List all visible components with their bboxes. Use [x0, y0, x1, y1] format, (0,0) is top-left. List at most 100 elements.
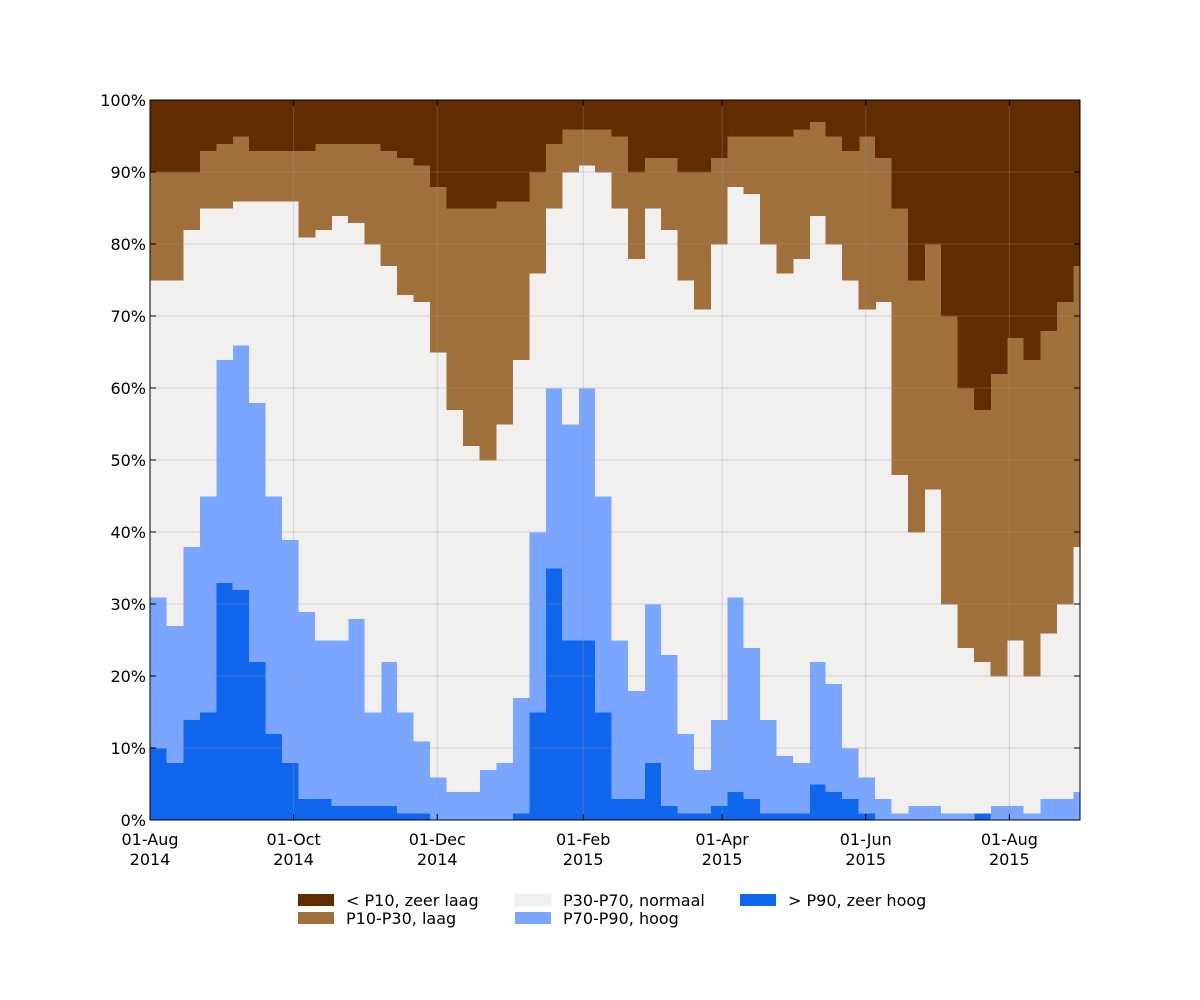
area-segment [215, 582, 234, 821]
area-segment [693, 100, 711, 173]
y-tick-label: 10% [110, 739, 146, 758]
area-segment [281, 762, 299, 821]
area-segment [529, 712, 547, 821]
area-segment [1072, 265, 1080, 547]
area-segment [710, 244, 728, 720]
area-segment [594, 712, 613, 821]
area-segment [347, 143, 365, 223]
area-segment [430, 186, 448, 353]
area-segment [380, 265, 398, 663]
legend-label: > P90, zeer hoog [788, 891, 926, 910]
area-segment [545, 100, 563, 144]
area-segment [809, 784, 827, 821]
area-segment [298, 236, 316, 612]
area-segment [858, 308, 876, 778]
area-segment [710, 805, 728, 821]
area-segment [347, 100, 365, 144]
area-segment [364, 143, 382, 245]
area-segment [331, 215, 349, 641]
area-segment [941, 316, 959, 605]
area-segment [974, 409, 992, 663]
area-segment [298, 150, 316, 238]
area-segment [957, 388, 975, 648]
area-segment [281, 539, 299, 763]
area-segment [611, 640, 629, 799]
legend-swatch [298, 894, 334, 906]
area-segment [166, 280, 184, 627]
area-segment [298, 611, 316, 799]
area-segment [578, 164, 596, 389]
area-segment [743, 647, 761, 799]
area-segment [974, 100, 992, 411]
area-segment [314, 143, 332, 231]
area-segment [1007, 337, 1025, 641]
area-segment [627, 258, 646, 691]
area-segment [1039, 100, 1058, 331]
area-segment [990, 100, 1008, 375]
area-segment [331, 640, 349, 807]
area-segment [397, 712, 415, 814]
area-segment [512, 359, 530, 699]
area-segment [364, 100, 382, 144]
area-segment [594, 128, 613, 173]
area-segment [677, 100, 695, 173]
area-segment [842, 748, 860, 799]
area-segment [891, 208, 909, 475]
area-segment [166, 172, 184, 281]
area-segment [380, 100, 398, 151]
area-segment [1072, 546, 1080, 792]
area-segment [627, 100, 646, 173]
legend-label: P70-P90, hoog [563, 909, 679, 928]
area-segment [759, 136, 777, 245]
x-tick-label: 01-Jun 2015 [840, 830, 892, 869]
area-segment [611, 100, 629, 137]
area-segment [693, 308, 711, 771]
area-segment [1072, 791, 1080, 821]
area-segment [1039, 798, 1058, 821]
area-segment [875, 301, 893, 799]
area-segment [660, 100, 678, 159]
area-segment [397, 100, 415, 159]
area-segment [660, 805, 678, 821]
area-segment [413, 100, 431, 166]
area-segment [562, 172, 580, 425]
area-segment [759, 100, 777, 137]
area-segment [529, 272, 547, 533]
area-segment [265, 150, 283, 202]
area-segment [331, 805, 349, 821]
area-segment [281, 100, 299, 151]
area-segment [875, 798, 893, 821]
area-segment [825, 244, 843, 684]
y-tick-label: 0% [121, 811, 146, 830]
area-segment [397, 812, 415, 821]
area-segment [496, 100, 514, 202]
area-segment [479, 100, 497, 209]
area-segment [1023, 812, 1041, 821]
area-segment [463, 208, 481, 447]
area-segment [957, 812, 975, 821]
area-segment [1056, 100, 1074, 303]
area-segment [562, 128, 580, 173]
area-segment [974, 812, 992, 821]
area-segment [512, 812, 530, 821]
area-segment [1039, 330, 1058, 634]
area-segment [858, 812, 876, 821]
area-segment [529, 100, 547, 173]
area-segment [150, 100, 168, 173]
area-segment [990, 676, 1008, 807]
area-segment [776, 136, 794, 274]
area-segment [413, 740, 431, 814]
area-segment [941, 812, 959, 821]
area-segment [232, 344, 250, 591]
area-segment [627, 172, 646, 259]
area-segment [512, 100, 530, 202]
area-segment [891, 812, 909, 821]
plot-frame [149, 99, 1081, 821]
y-tick-label: 80% [110, 235, 146, 254]
area-segment [842, 150, 860, 281]
area-segment [479, 460, 497, 771]
area-segment [1007, 640, 1025, 807]
area-segment [842, 798, 860, 821]
y-tick-label: 100% [100, 91, 146, 110]
area-segment [265, 100, 283, 151]
